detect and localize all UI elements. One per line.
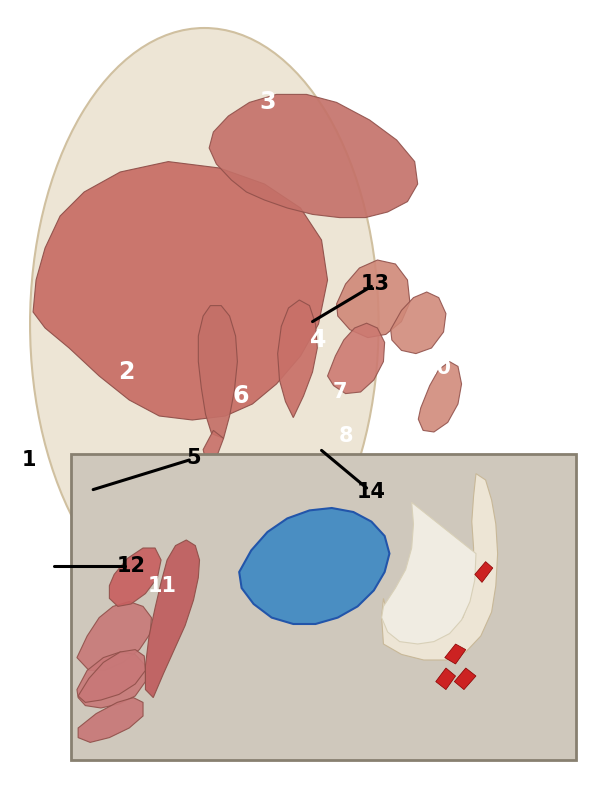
Polygon shape [382,502,476,644]
Text: 9: 9 [392,422,407,442]
Polygon shape [77,602,151,670]
Ellipse shape [30,28,379,620]
Polygon shape [418,362,462,432]
Polygon shape [203,430,224,460]
Polygon shape [209,94,418,218]
Polygon shape [475,562,493,582]
Text: 6: 6 [232,384,249,408]
Text: 2: 2 [118,360,135,384]
Polygon shape [78,698,143,742]
Polygon shape [445,644,466,664]
Polygon shape [77,652,145,708]
Polygon shape [328,323,385,394]
Polygon shape [33,162,328,420]
Text: 4: 4 [310,328,327,352]
Text: 5: 5 [186,448,201,469]
Polygon shape [436,668,456,690]
Polygon shape [454,668,476,690]
Polygon shape [337,260,410,338]
Polygon shape [109,548,161,606]
Text: 10: 10 [423,358,452,378]
Text: 14: 14 [357,482,386,502]
Text: 11: 11 [148,576,177,595]
Text: 8: 8 [338,426,353,446]
Polygon shape [391,292,446,354]
Text: 13: 13 [361,274,390,294]
Polygon shape [145,540,200,698]
Text: 12: 12 [117,557,145,576]
Polygon shape [382,474,498,660]
Text: 7: 7 [332,382,347,402]
Polygon shape [278,300,317,418]
FancyBboxPatch shape [71,454,576,760]
Text: 1: 1 [22,450,36,470]
Text: 3: 3 [259,90,276,114]
Polygon shape [198,306,237,438]
Polygon shape [78,650,145,702]
Polygon shape [239,508,389,624]
